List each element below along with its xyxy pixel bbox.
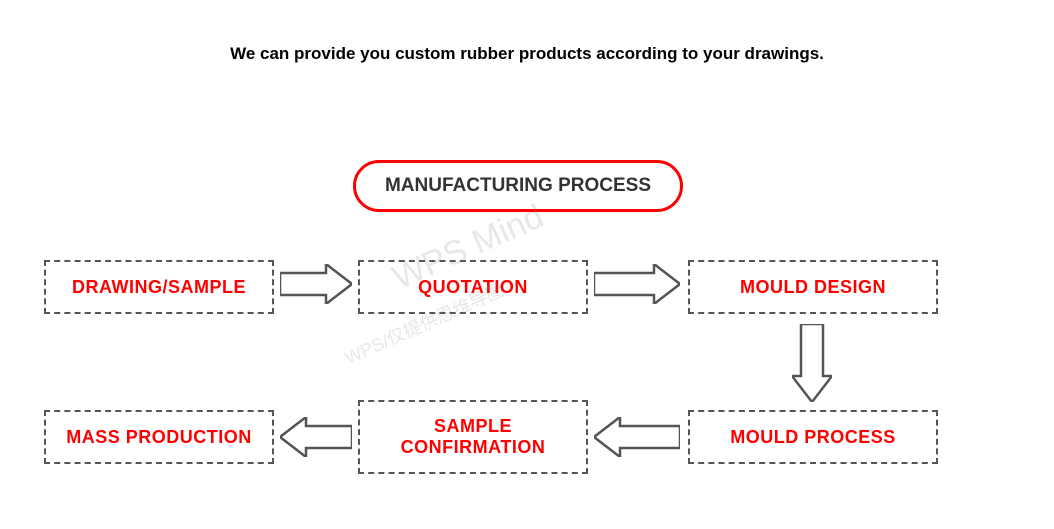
node-mass-production: MASS PRODUCTION (44, 410, 274, 464)
manufacturing-process-diagram: MANUFACTURING PROCESS DRAWING/SAMPLE QUO… (8, 130, 1046, 521)
node-drawing-sample: DRAWING/SAMPLE (44, 260, 274, 314)
node-sample-confirmation: SAMPLECONFIRMATION (358, 400, 588, 474)
page-headline: We can provide you custom rubber product… (0, 44, 1054, 64)
node-label: DRAWING/SAMPLE (72, 277, 246, 298)
node-quotation: QUOTATION (358, 260, 588, 314)
arrow-sample-to-massprod (280, 417, 352, 457)
diagram-title-label: MANUFACTURING PROCESS (385, 175, 651, 197)
node-label: MASS PRODUCTION (66, 427, 252, 448)
node-label: SAMPLECONFIRMATION (401, 416, 546, 457)
node-mould-process: MOULD PROCESS (688, 410, 938, 464)
node-mould-design: MOULD DESIGN (688, 260, 938, 314)
arrow-drawing-to-quotation (280, 264, 352, 304)
node-label: MOULD DESIGN (740, 277, 886, 298)
diagram-title: MANUFACTURING PROCESS (353, 160, 683, 212)
node-label: MOULD PROCESS (730, 427, 896, 448)
arrow-quotation-to-design (594, 264, 680, 304)
arrow-design-to-process (792, 324, 832, 402)
node-label: QUOTATION (418, 277, 528, 298)
arrow-process-to-sample (594, 417, 680, 457)
